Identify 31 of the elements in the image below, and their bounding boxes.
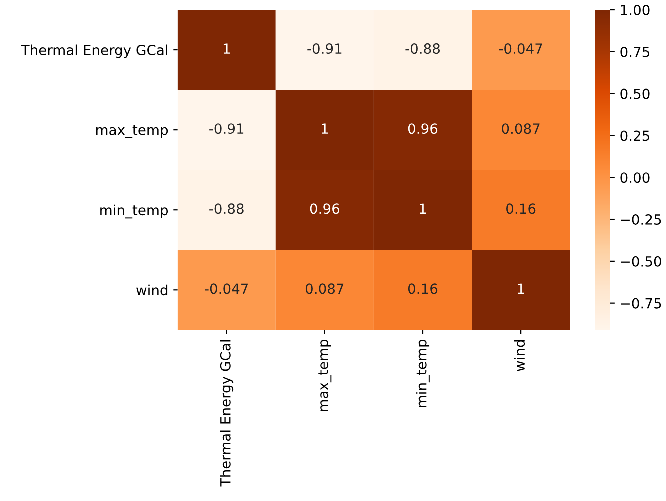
- color-bar-label: 0.50: [620, 88, 650, 100]
- data-label: 0.087: [502, 124, 540, 134]
- data-label: 0.16: [408, 284, 438, 294]
- x-tick-label: min_temp: [416, 340, 430, 408]
- data-label: 0.96: [310, 204, 340, 214]
- color-bar-label: −0.25: [621, 214, 662, 226]
- color-bar-label: 1.00: [621, 4, 650, 16]
- y-tick-label: max_temp: [96, 125, 168, 138]
- data-label: -0.047: [205, 284, 248, 294]
- data-label: 0.16: [506, 204, 536, 214]
- color-bar-label: −0.50: [621, 256, 662, 267]
- x-tick-label: wind: [514, 340, 526, 372]
- y-tick-label: min_temp: [100, 204, 168, 219]
- y-tick-label: Thermal Energy GCal: [21, 44, 168, 58]
- data-label: -0.88: [406, 44, 440, 54]
- data-label: -0.91: [210, 124, 244, 134]
- data-label: -0.88: [210, 204, 244, 214]
- data-label: 1: [420, 204, 426, 214]
- data-label: -0.047: [499, 44, 542, 54]
- x-tick-label: max_temp: [318, 340, 332, 412]
- data-label: 1: [224, 44, 230, 54]
- data-label: -0.91: [308, 44, 342, 54]
- data-label: 0.087: [306, 284, 344, 294]
- color-bar-label: 0.25: [620, 130, 650, 142]
- color-bar-label: 0.00: [620, 172, 650, 184]
- color-bar-label: −0.75: [621, 298, 662, 309]
- data-label: 1: [518, 284, 524, 294]
- data-label: 1: [322, 124, 328, 134]
- color-bar-label: 0.75: [620, 46, 650, 58]
- data-label: 0.96: [408, 124, 438, 134]
- y-tick-label: wind: [136, 284, 168, 296]
